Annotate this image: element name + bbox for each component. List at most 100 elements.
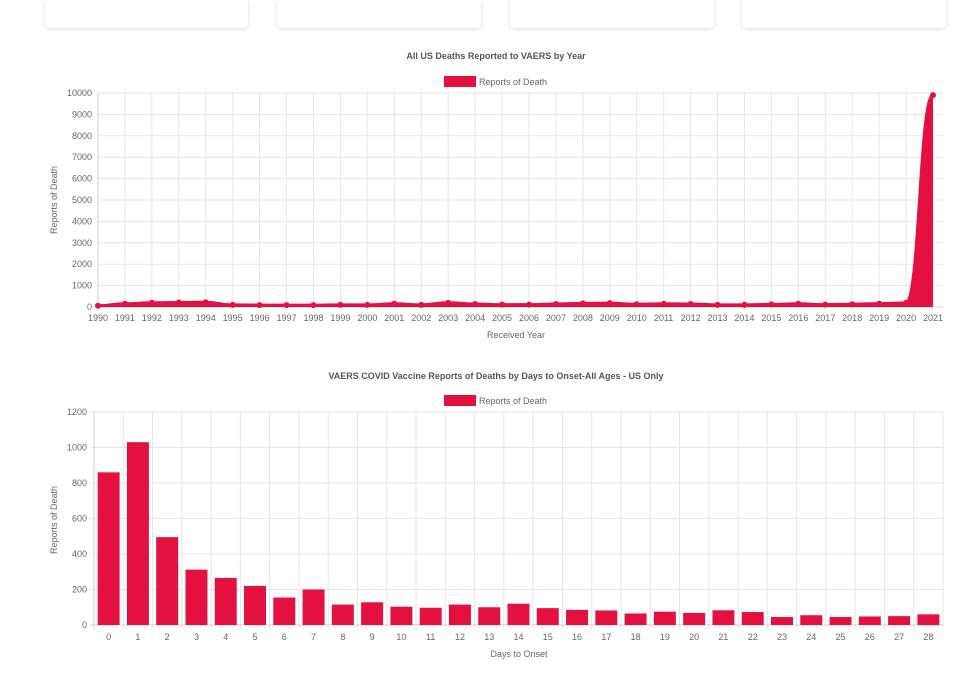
data-point[interactable]: [256, 302, 263, 309]
y-tick-label: 1000: [72, 281, 92, 291]
data-point[interactable]: [795, 300, 802, 307]
bar[interactable]: [156, 537, 179, 625]
x-tick-label: 25: [836, 632, 846, 642]
x-tick-label: 2021: [923, 313, 943, 323]
data-point[interactable]: [579, 300, 586, 307]
data-point[interactable]: [148, 299, 155, 306]
data-point[interactable]: [229, 301, 236, 308]
data-point[interactable]: [552, 301, 559, 308]
x-tick-label: 13: [484, 632, 494, 642]
bar[interactable]: [595, 610, 618, 625]
data-point[interactable]: [472, 301, 479, 308]
data-point[interactable]: [822, 301, 829, 308]
data-point[interactable]: [391, 300, 398, 307]
bar[interactable]: [244, 585, 266, 625]
data-point[interactable]: [741, 301, 748, 308]
bar[interactable]: [97, 472, 120, 625]
x-tick-label: 2016: [788, 313, 808, 323]
data-point[interactable]: [714, 301, 721, 308]
bar[interactable]: [566, 609, 589, 625]
bar[interactable]: [507, 603, 530, 625]
x-tick-label: 1993: [169, 313, 189, 323]
x-tick-label: 6: [282, 632, 287, 642]
data-point[interactable]: [337, 301, 344, 308]
bar[interactable]: [185, 569, 208, 625]
x-tick-label: 2011: [654, 313, 673, 323]
x-tick-label: 1995: [223, 313, 243, 323]
bar[interactable]: [536, 608, 559, 625]
bar[interactable]: [361, 602, 384, 625]
legend-swatch[interactable]: [444, 395, 476, 406]
x-tick-label: 18: [631, 632, 641, 642]
x-tick-label: 2003: [438, 313, 458, 323]
x-tick-label: 9: [370, 632, 375, 642]
data-point[interactable]: [202, 299, 209, 306]
legend-swatch[interactable]: [444, 76, 476, 87]
data-point[interactable]: [418, 301, 425, 308]
bar[interactable]: [331, 604, 354, 625]
data-point[interactable]: [660, 300, 667, 307]
x-tick-label: 2007: [546, 313, 566, 323]
data-point[interactable]: [175, 299, 182, 306]
data-point[interactable]: [283, 302, 290, 309]
bar[interactable]: [712, 610, 735, 625]
bar[interactable]: [448, 604, 471, 625]
bar[interactable]: [478, 607, 501, 625]
bar[interactable]: [390, 606, 413, 625]
legend-label[interactable]: Reports of Death: [479, 396, 547, 406]
data-point[interactable]: [633, 301, 640, 308]
x-tick-label: 1999: [330, 313, 350, 323]
data-point[interactable]: [310, 302, 317, 309]
bar[interactable]: [624, 613, 647, 625]
x-tick-label: 2018: [842, 313, 862, 323]
y-tick-label: 5000: [72, 195, 92, 205]
data-point[interactable]: [687, 301, 694, 308]
summary-card-4: [742, 0, 946, 28]
bar[interactable]: [683, 612, 706, 625]
data-point[interactable]: [768, 301, 775, 308]
x-tick-label: 26: [865, 632, 875, 642]
y-axis-title: Reports of Death: [49, 486, 59, 554]
x-tick-label: 2009: [600, 313, 620, 323]
bar[interactable]: [273, 597, 296, 625]
y-tick-label: 0: [87, 302, 92, 312]
bar[interactable]: [126, 442, 149, 625]
data-point[interactable]: [903, 299, 910, 306]
bar[interactable]: [771, 617, 793, 625]
y-tick-label: 1000: [67, 443, 87, 453]
bar[interactable]: [741, 612, 764, 625]
data-point[interactable]: [930, 92, 936, 99]
data-point[interactable]: [95, 302, 101, 309]
legend-label[interactable]: Reports of Death: [479, 77, 547, 87]
x-tick-label: 19: [660, 632, 670, 642]
x-tick-label: 2020: [896, 313, 916, 323]
chart-title: VAERS COVID Vaccine Reports of Deaths by…: [328, 371, 663, 381]
bar[interactable]: [829, 617, 852, 625]
data-point[interactable]: [445, 299, 452, 306]
data-point[interactable]: [876, 300, 883, 307]
bar[interactable]: [419, 607, 442, 625]
x-tick-label: 2017: [815, 313, 835, 323]
data-point[interactable]: [849, 301, 856, 308]
y-tick-label: 8000: [72, 131, 92, 141]
x-tick-label: 1990: [88, 313, 108, 323]
y-tick-label: 800: [72, 478, 87, 488]
bar[interactable]: [214, 577, 237, 625]
y-tick-label: 600: [72, 514, 87, 524]
bar[interactable]: [800, 615, 823, 625]
data-point[interactable]: [121, 300, 128, 307]
x-tick-label: 28: [923, 632, 933, 642]
x-tick-label: 21: [718, 632, 728, 642]
bar[interactable]: [917, 614, 940, 625]
bar[interactable]: [653, 611, 676, 625]
x-tick-label: 2015: [761, 313, 781, 323]
bar[interactable]: [888, 616, 911, 625]
bar[interactable]: [858, 616, 881, 625]
bar[interactable]: [302, 589, 325, 626]
data-point[interactable]: [499, 301, 506, 308]
data-point[interactable]: [364, 301, 371, 308]
y-tick-label: 4000: [72, 216, 92, 226]
data-point[interactable]: [606, 300, 613, 307]
x-tick-label: 1991: [115, 313, 135, 323]
data-point[interactable]: [525, 301, 532, 308]
